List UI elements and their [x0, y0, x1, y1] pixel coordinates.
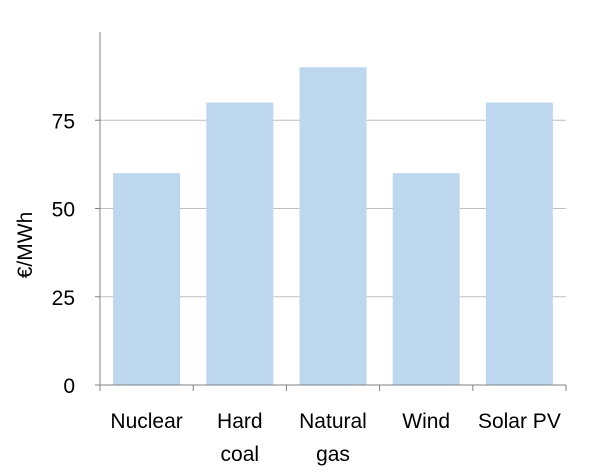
y-tick-label-75: 75	[52, 110, 75, 133]
x-category-label: Hard coal	[217, 410, 263, 466]
bar-wind	[392, 173, 460, 385]
x-category-label: Natural gas	[299, 410, 367, 466]
y-axis-title: €/MWh	[14, 212, 37, 279]
x-category-label-line: Wind	[402, 410, 450, 433]
bar-natural-gas	[299, 67, 367, 386]
bar-solar-pv	[485, 102, 553, 385]
bar-hard-coal	[206, 102, 274, 385]
x-category-labels: Nuclear Hard coal Natural gas Wind Solar PV	[110, 410, 560, 466]
x-category-label-line: Hard	[217, 410, 263, 433]
bar-nuclear	[113, 173, 181, 385]
y-tick-label-50: 50	[52, 199, 75, 222]
y-tick-label-0: 0	[63, 375, 75, 398]
axes	[95, 32, 567, 391]
bars	[113, 67, 553, 386]
x-category-label: Nuclear	[110, 410, 182, 433]
x-category-label-line: Nuclear	[110, 410, 182, 433]
x-category-label-line: Natural	[299, 410, 367, 433]
x-category-label-line: coal	[221, 443, 260, 466]
y-tick-labels: 0 25 50 75	[52, 110, 75, 398]
x-category-label: Wind	[402, 410, 450, 433]
x-category-label-line: Solar PV	[478, 410, 561, 433]
x-category-label-line: gas	[316, 443, 350, 466]
x-category-label: Solar PV	[478, 410, 561, 433]
y-tick-label-25: 25	[52, 287, 75, 310]
